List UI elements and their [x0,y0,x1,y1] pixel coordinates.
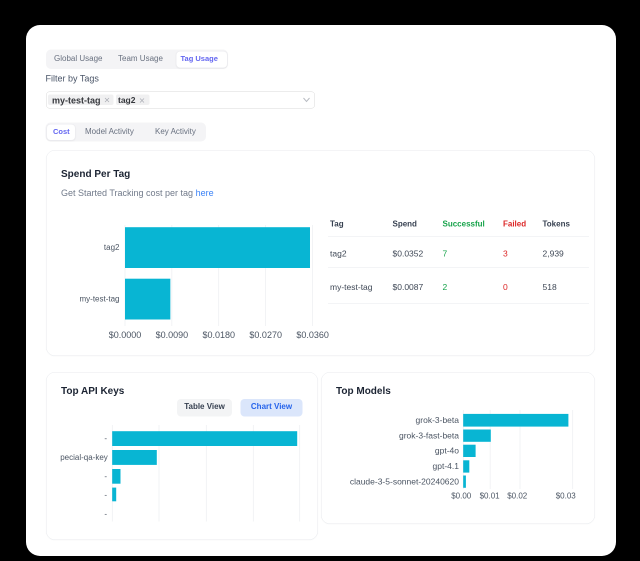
svg-text:gpt-4o: gpt-4o [435,446,459,456]
svg-text:grok-3-fast-beta: grok-3-fast-beta [399,431,459,441]
svg-text:-: - [104,472,107,481]
svg-text:gpt-4.1: gpt-4.1 [433,461,460,471]
svg-text:$0.0090: $0.0090 [156,330,189,340]
svg-text:$0.0360: $0.0360 [296,330,329,340]
svg-text:tag2: tag2 [104,243,120,252]
svg-text:claude-3-5-sonnet-20240620: claude-3-5-sonnet-20240620 [350,477,459,487]
svg-text:$0.02: $0.02 [507,492,528,501]
svg-text:pecial-qa-key: pecial-qa-key [60,453,108,462]
svg-text:my-test-tag: my-test-tag [79,295,119,304]
svg-text:$0.00: $0.00 [451,492,472,501]
svg-text:$0.0000: $0.0000 [109,330,142,340]
svg-text:$0.0180: $0.0180 [203,330,236,340]
svg-text:grok-3-beta: grok-3-beta [416,415,460,425]
svg-text:$0.01: $0.01 [480,492,501,501]
svg-text:-: - [104,434,107,443]
svg-text:-: - [104,491,107,500]
svg-text:$0.0270: $0.0270 [249,330,282,340]
svg-text:-: - [104,510,107,519]
svg-text:$0.03: $0.03 [556,492,577,501]
